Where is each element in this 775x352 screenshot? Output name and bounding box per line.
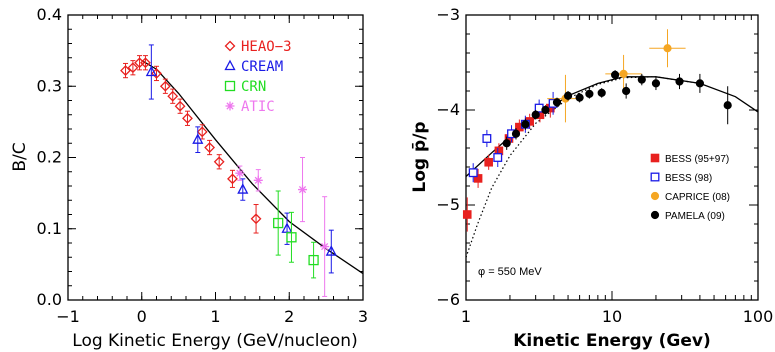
left-chart: −1 0 1 2 3 0.0 0.1 0.2 0.3 0.4 HEAO−3 CREAM CRN ATIC… bbox=[10, 5, 368, 351]
left-legend-label: CRN bbox=[241, 79, 266, 95]
left-x-tick-label: 1 bbox=[210, 307, 220, 326]
left-data-point bbox=[308, 254, 319, 266]
left-legend-marker bbox=[225, 101, 235, 111]
right-data-point bbox=[521, 120, 530, 129]
right-data-point bbox=[493, 153, 503, 162]
right-data-point bbox=[597, 88, 606, 98]
left-y-tick-label: 0.4 bbox=[37, 5, 62, 24]
right-data-point bbox=[482, 134, 492, 143]
right-data-point bbox=[610, 70, 620, 79]
right-x-tick-label: 10 bbox=[602, 307, 622, 326]
left-data-point bbox=[237, 183, 249, 194]
left-data-point bbox=[167, 90, 179, 102]
right-y-tick-label: −4 bbox=[436, 100, 460, 119]
left-y-tick-label: 0.3 bbox=[37, 76, 62, 95]
right-legend-marker bbox=[650, 172, 660, 182]
right-data-point bbox=[502, 139, 511, 148]
left-data-point bbox=[127, 62, 139, 74]
left-legend-marker bbox=[224, 40, 236, 52]
left-data-point bbox=[250, 213, 262, 225]
right-data-point bbox=[723, 101, 732, 110]
left-data-point bbox=[227, 173, 238, 185]
right-annotation-phi: φ = 550 MeV bbox=[478, 266, 542, 278]
right-data-point bbox=[484, 157, 493, 167]
left-legend: HEAO−3 CREAM CRN ATIC bbox=[224, 39, 292, 115]
right-data-point bbox=[651, 79, 661, 88]
left-data-point bbox=[120, 65, 131, 76]
right-data-point bbox=[695, 79, 705, 88]
right-data-point bbox=[462, 210, 472, 219]
right-data-point bbox=[563, 91, 573, 100]
left-plot-frame bbox=[67, 14, 364, 301]
left-data-point bbox=[204, 142, 216, 153]
right-data-point bbox=[637, 75, 646, 84]
right-legend-marker bbox=[650, 191, 660, 201]
left-axis-ticks: −1 0 1 2 3 0.0 0.1 0.2 0.3 0.4 bbox=[37, 5, 369, 326]
right-data-point bbox=[585, 89, 594, 98]
right-data-point bbox=[511, 129, 521, 138]
right-data-point bbox=[552, 98, 562, 107]
left-data-point bbox=[320, 242, 330, 252]
right-y-tick-label: −6 bbox=[436, 290, 460, 309]
left-data-point bbox=[213, 156, 225, 168]
right-data-point bbox=[675, 77, 684, 86]
left-data-point bbox=[159, 80, 171, 92]
left-data-point bbox=[273, 217, 284, 229]
right-legend-label: PAMELA (09) bbox=[665, 211, 725, 222]
right-data-point bbox=[663, 44, 672, 53]
right-legend-marker bbox=[650, 210, 660, 220]
right-y-axis-title: Log p̄/p bbox=[410, 121, 430, 192]
right-data-point bbox=[619, 69, 628, 79]
left-x-tick-label: 3 bbox=[358, 307, 368, 326]
left-legend-label: HEAO−3 bbox=[241, 39, 292, 55]
left-legend-label: ATIC bbox=[241, 99, 275, 115]
left-x-tick-label: 2 bbox=[284, 307, 294, 326]
left-x-tick-label: −1 bbox=[56, 307, 80, 326]
right-data-point bbox=[468, 168, 478, 178]
left-data-point bbox=[182, 112, 193, 124]
left-y-axis-title: B/C bbox=[10, 142, 30, 171]
right-legend-label: BESS (98) bbox=[665, 173, 712, 184]
right-data-point bbox=[541, 105, 550, 115]
right-legend-label: CAPRICE (08) bbox=[665, 192, 730, 203]
right-model-dotted-line bbox=[465, 76, 700, 258]
right-data-points bbox=[462, 29, 732, 232]
right-x-tick-label: 1 bbox=[461, 307, 471, 326]
left-data-point bbox=[253, 175, 263, 185]
right-model-curves bbox=[465, 76, 759, 258]
left-data-point bbox=[196, 126, 208, 138]
right-x-tick-label: 100 bbox=[743, 307, 774, 326]
left-legend-marker bbox=[224, 59, 236, 71]
left-data-points bbox=[120, 44, 337, 297]
left-data-point bbox=[298, 185, 308, 195]
right-data-point bbox=[473, 174, 483, 183]
right-y-tick-label: −3 bbox=[436, 5, 460, 24]
right-data-point bbox=[622, 86, 631, 96]
left-legend-label: CREAM bbox=[241, 59, 283, 75]
left-y-tick-label: 0.1 bbox=[37, 219, 62, 238]
left-x-tick-label: 0 bbox=[137, 307, 147, 326]
left-data-point bbox=[174, 100, 186, 112]
left-y-tick-label: 0.0 bbox=[37, 290, 62, 309]
left-data-point bbox=[145, 65, 157, 77]
right-data-point bbox=[575, 93, 584, 102]
right-legend-marker bbox=[650, 153, 660, 163]
right-y-tick-label: −5 bbox=[436, 195, 460, 214]
right-x-axis-title: Kinetic Energy (Gev) bbox=[513, 331, 710, 351]
left-legend-marker bbox=[224, 80, 236, 92]
left-data-point bbox=[140, 57, 151, 69]
left-x-axis-title: Log Kinetic Energy (GeV/nucleon) bbox=[72, 331, 357, 351]
right-axis-ticks: 1 10 100 −3 −4 −5 −6 bbox=[436, 5, 773, 326]
left-y-tick-label: 0.2 bbox=[37, 148, 62, 167]
right-chart: 1 10 100 −3 −4 −5 −6 BESS (95+97) BESS (98) CAPR… bbox=[410, 5, 773, 351]
right-legend: BESS (95+97) BESS (98) CAPRICE (08) PAMELA … bbox=[650, 153, 730, 222]
left-data-point bbox=[325, 245, 337, 256]
right-legend-label: BESS (95+97) bbox=[665, 154, 729, 165]
left-data-point bbox=[235, 168, 245, 178]
right-data-point bbox=[531, 110, 540, 119]
left-data-point bbox=[192, 133, 204, 144]
left-data-point bbox=[286, 232, 297, 243]
